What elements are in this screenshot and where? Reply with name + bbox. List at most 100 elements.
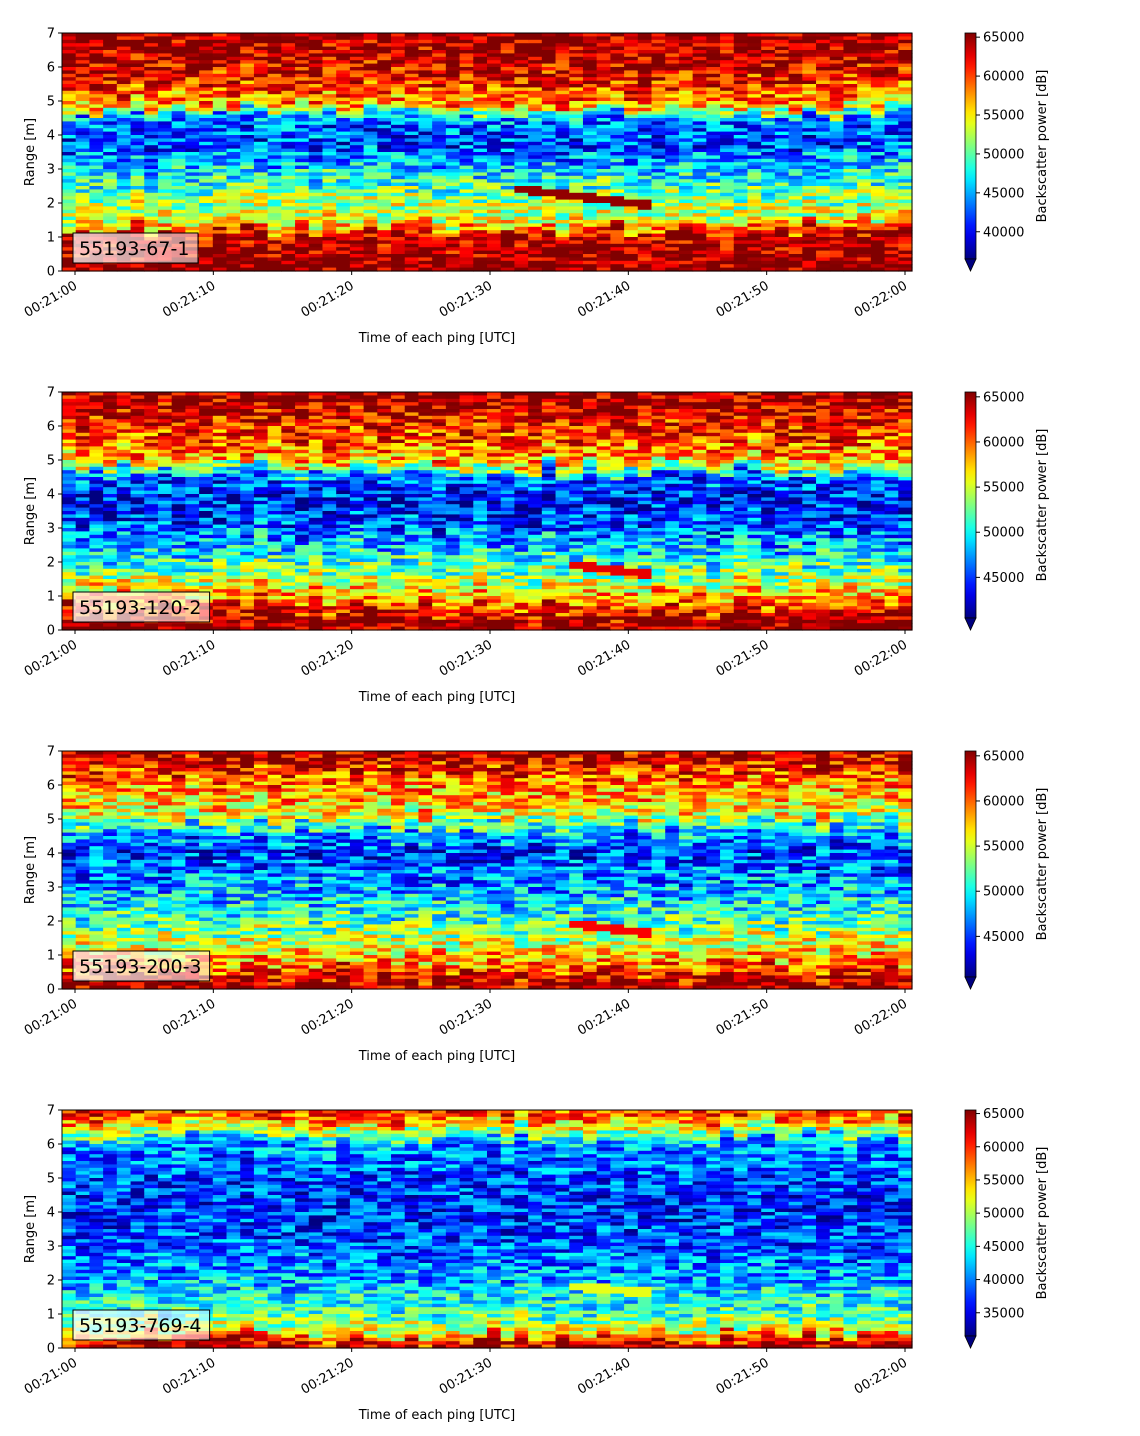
heatmap-cell <box>418 254 433 258</box>
heatmap-cell <box>103 141 118 146</box>
heatmap-cell <box>89 500 104 505</box>
heatmap-cell <box>322 60 337 65</box>
heatmap-cell <box>75 67 91 71</box>
heatmap-cell <box>459 233 474 238</box>
heatmap-cell <box>199 247 214 252</box>
heatmap-cell <box>391 257 406 262</box>
heatmap-cell <box>363 94 378 99</box>
heatmap-cell <box>870 206 886 211</box>
heatmap-cell <box>445 264 461 269</box>
heatmap-cell <box>349 135 365 139</box>
heatmap-cell <box>62 155 77 160</box>
heatmap-cell <box>116 39 132 44</box>
heatmap-cell <box>116 162 132 167</box>
heatmap-cell <box>500 226 516 231</box>
heatmap-cell <box>473 33 488 37</box>
heatmap-cell <box>500 196 516 201</box>
heatmap-cell <box>75 36 91 41</box>
heatmap-cell <box>103 124 118 129</box>
heatmap-cell <box>569 223 584 228</box>
heatmap-cell <box>130 36 145 41</box>
heatmap-cell <box>212 53 228 58</box>
heatmap-cell <box>624 179 639 184</box>
heatmap-cell <box>761 247 776 252</box>
heatmap-cell <box>212 70 228 75</box>
heatmap-cell <box>377 121 392 126</box>
heatmap-cell <box>308 104 324 109</box>
heatmap-cell <box>62 250 77 255</box>
heatmap-cell <box>103 466 118 471</box>
heatmap-cell <box>267 90 282 95</box>
heatmap-cell <box>116 60 132 65</box>
heatmap-cell <box>116 56 132 61</box>
heatmap-cell <box>500 165 516 170</box>
heatmap-cell <box>89 135 104 139</box>
heatmap-cell <box>295 36 310 41</box>
heatmap-cell <box>418 90 433 95</box>
heatmap-cell <box>363 124 378 129</box>
heatmap-cell <box>130 175 145 180</box>
heatmap-cell <box>418 80 433 85</box>
heatmap-cell <box>555 260 570 265</box>
heatmap-cell <box>130 77 145 82</box>
heatmap-cell <box>89 169 104 173</box>
heatmap-cell <box>322 63 337 68</box>
heatmap-cell <box>514 39 529 44</box>
heatmap-cell <box>363 209 378 214</box>
heatmap-cell <box>418 233 433 238</box>
heatmap-cell <box>651 162 666 167</box>
heatmap-cell <box>720 138 735 143</box>
heatmap-cell <box>240 213 255 218</box>
heatmap-cell <box>185 182 200 187</box>
heatmap-cell <box>418 264 433 269</box>
heatmap-cell <box>157 50 173 54</box>
heatmap-cell <box>404 131 420 136</box>
heatmap-cell <box>89 483 104 488</box>
heatmap-cell <box>103 107 118 112</box>
heatmap-cell <box>75 84 91 88</box>
heatmap-cell <box>75 483 91 488</box>
heatmap-cell <box>418 135 433 139</box>
heatmap-cell <box>487 250 502 255</box>
heatmap-cell <box>185 192 200 197</box>
heatmap-cell <box>116 141 132 146</box>
heatmap-cell <box>185 264 200 269</box>
heatmap-cell <box>747 196 762 201</box>
heatmap-cell <box>267 155 282 160</box>
heatmap-cell <box>418 63 433 68</box>
heatmap-cell <box>130 118 145 122</box>
heatmap-cell <box>322 56 337 61</box>
heatmap-cell <box>528 73 543 78</box>
heatmap-cell <box>363 84 378 88</box>
heatmap-cell <box>308 172 324 177</box>
heatmap-cell <box>802 206 817 211</box>
heatmap-cell <box>240 260 255 265</box>
heatmap-cell <box>130 148 145 153</box>
heatmap-cell <box>240 199 255 204</box>
heatmap-cell <box>281 141 296 146</box>
heatmap-cell <box>418 33 433 37</box>
heatmap-cell <box>445 152 461 156</box>
heatmap-cell <box>240 36 255 41</box>
heatmap-cell <box>116 155 132 160</box>
heatmap-cell <box>747 223 762 228</box>
heatmap-cell <box>459 141 474 146</box>
heatmap-cell <box>432 87 447 92</box>
heatmap-cell <box>185 77 200 82</box>
heatmap-cell <box>116 53 132 58</box>
heatmap-cell <box>377 33 392 37</box>
heatmap-cell <box>487 138 502 143</box>
heatmap-cell <box>898 172 913 177</box>
heatmap-cell <box>761 213 776 218</box>
heatmap-cell <box>116 264 132 269</box>
heatmap-cell <box>199 138 214 143</box>
heatmap-cell <box>445 254 461 258</box>
heatmap-cell <box>665 155 680 160</box>
heatmap-cell <box>185 101 200 105</box>
heatmap-cell <box>253 80 269 85</box>
heatmap-cell <box>322 233 337 238</box>
heatmap-cell <box>130 50 145 54</box>
heatmap-cell <box>281 53 296 58</box>
heatmap-cell <box>281 148 296 153</box>
heatmap-cell <box>500 77 516 82</box>
